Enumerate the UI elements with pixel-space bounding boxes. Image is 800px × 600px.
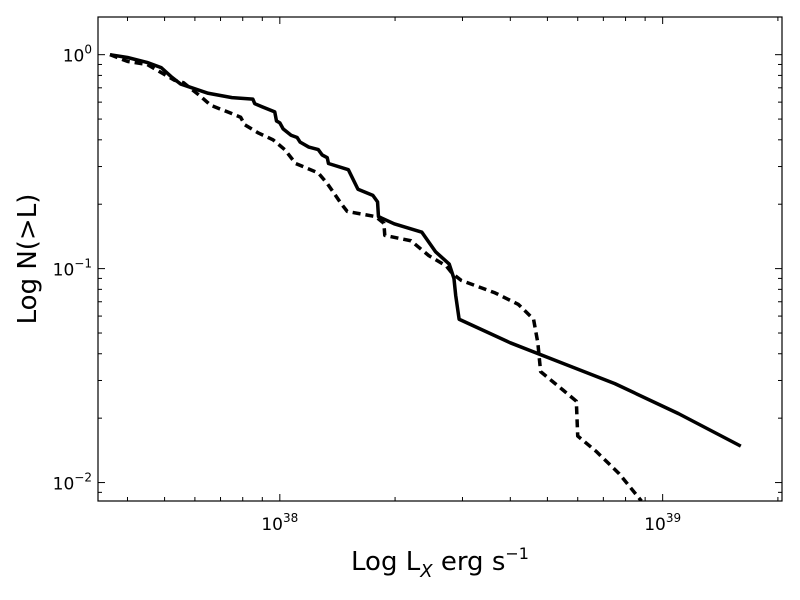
x-tick-label: 1038 [261,511,298,535]
y-tick-label: 10−1 [53,257,92,281]
x-axis-label-unit: erg s [433,547,506,577]
y-axis-label: Log N(>L) [13,194,43,325]
x-tick-label-base: 10 [261,515,283,535]
x-axis-label: Log LX erg s−1 [351,544,529,582]
x-axis-label-main: Log L [351,547,421,577]
x-tick-label-base: 10 [644,515,666,535]
y-tick-label: 100 [63,43,92,67]
x-tick-label: 1039 [644,511,681,535]
plot-frame [97,16,783,502]
x-axis-label-subscript: X [419,561,433,582]
y-tick-label-exponent: −1 [74,257,92,271]
x-axis-label-superscript: −1 [505,544,529,563]
y-tick-label: 10−2 [53,471,92,495]
y-tick-label-base: 10 [63,47,85,67]
x-tick-label-exponent: 39 [666,511,681,525]
series-line-dashed [109,53,643,501]
x-tick-label-exponent: 38 [283,511,298,525]
y-tick-label-base: 10 [53,475,75,495]
y-tick-label-exponent: 0 [84,43,92,57]
y-tick-label-exponent: −2 [74,471,92,485]
ticks-layer [98,17,782,501]
series-layer [109,52,742,501]
y-tick-label-base: 10 [53,261,75,281]
series-line-solid [109,52,742,448]
